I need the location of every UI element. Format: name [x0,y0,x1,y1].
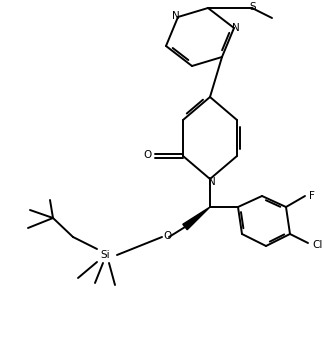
Text: Si: Si [100,250,110,260]
Text: N: N [172,11,180,21]
Text: Cl: Cl [313,240,323,250]
Text: S: S [250,2,256,12]
Text: N: N [232,23,240,33]
Text: O: O [144,150,152,160]
Text: N: N [208,177,216,187]
Text: O: O [163,231,171,241]
Text: F: F [309,191,315,201]
Polygon shape [183,207,210,230]
